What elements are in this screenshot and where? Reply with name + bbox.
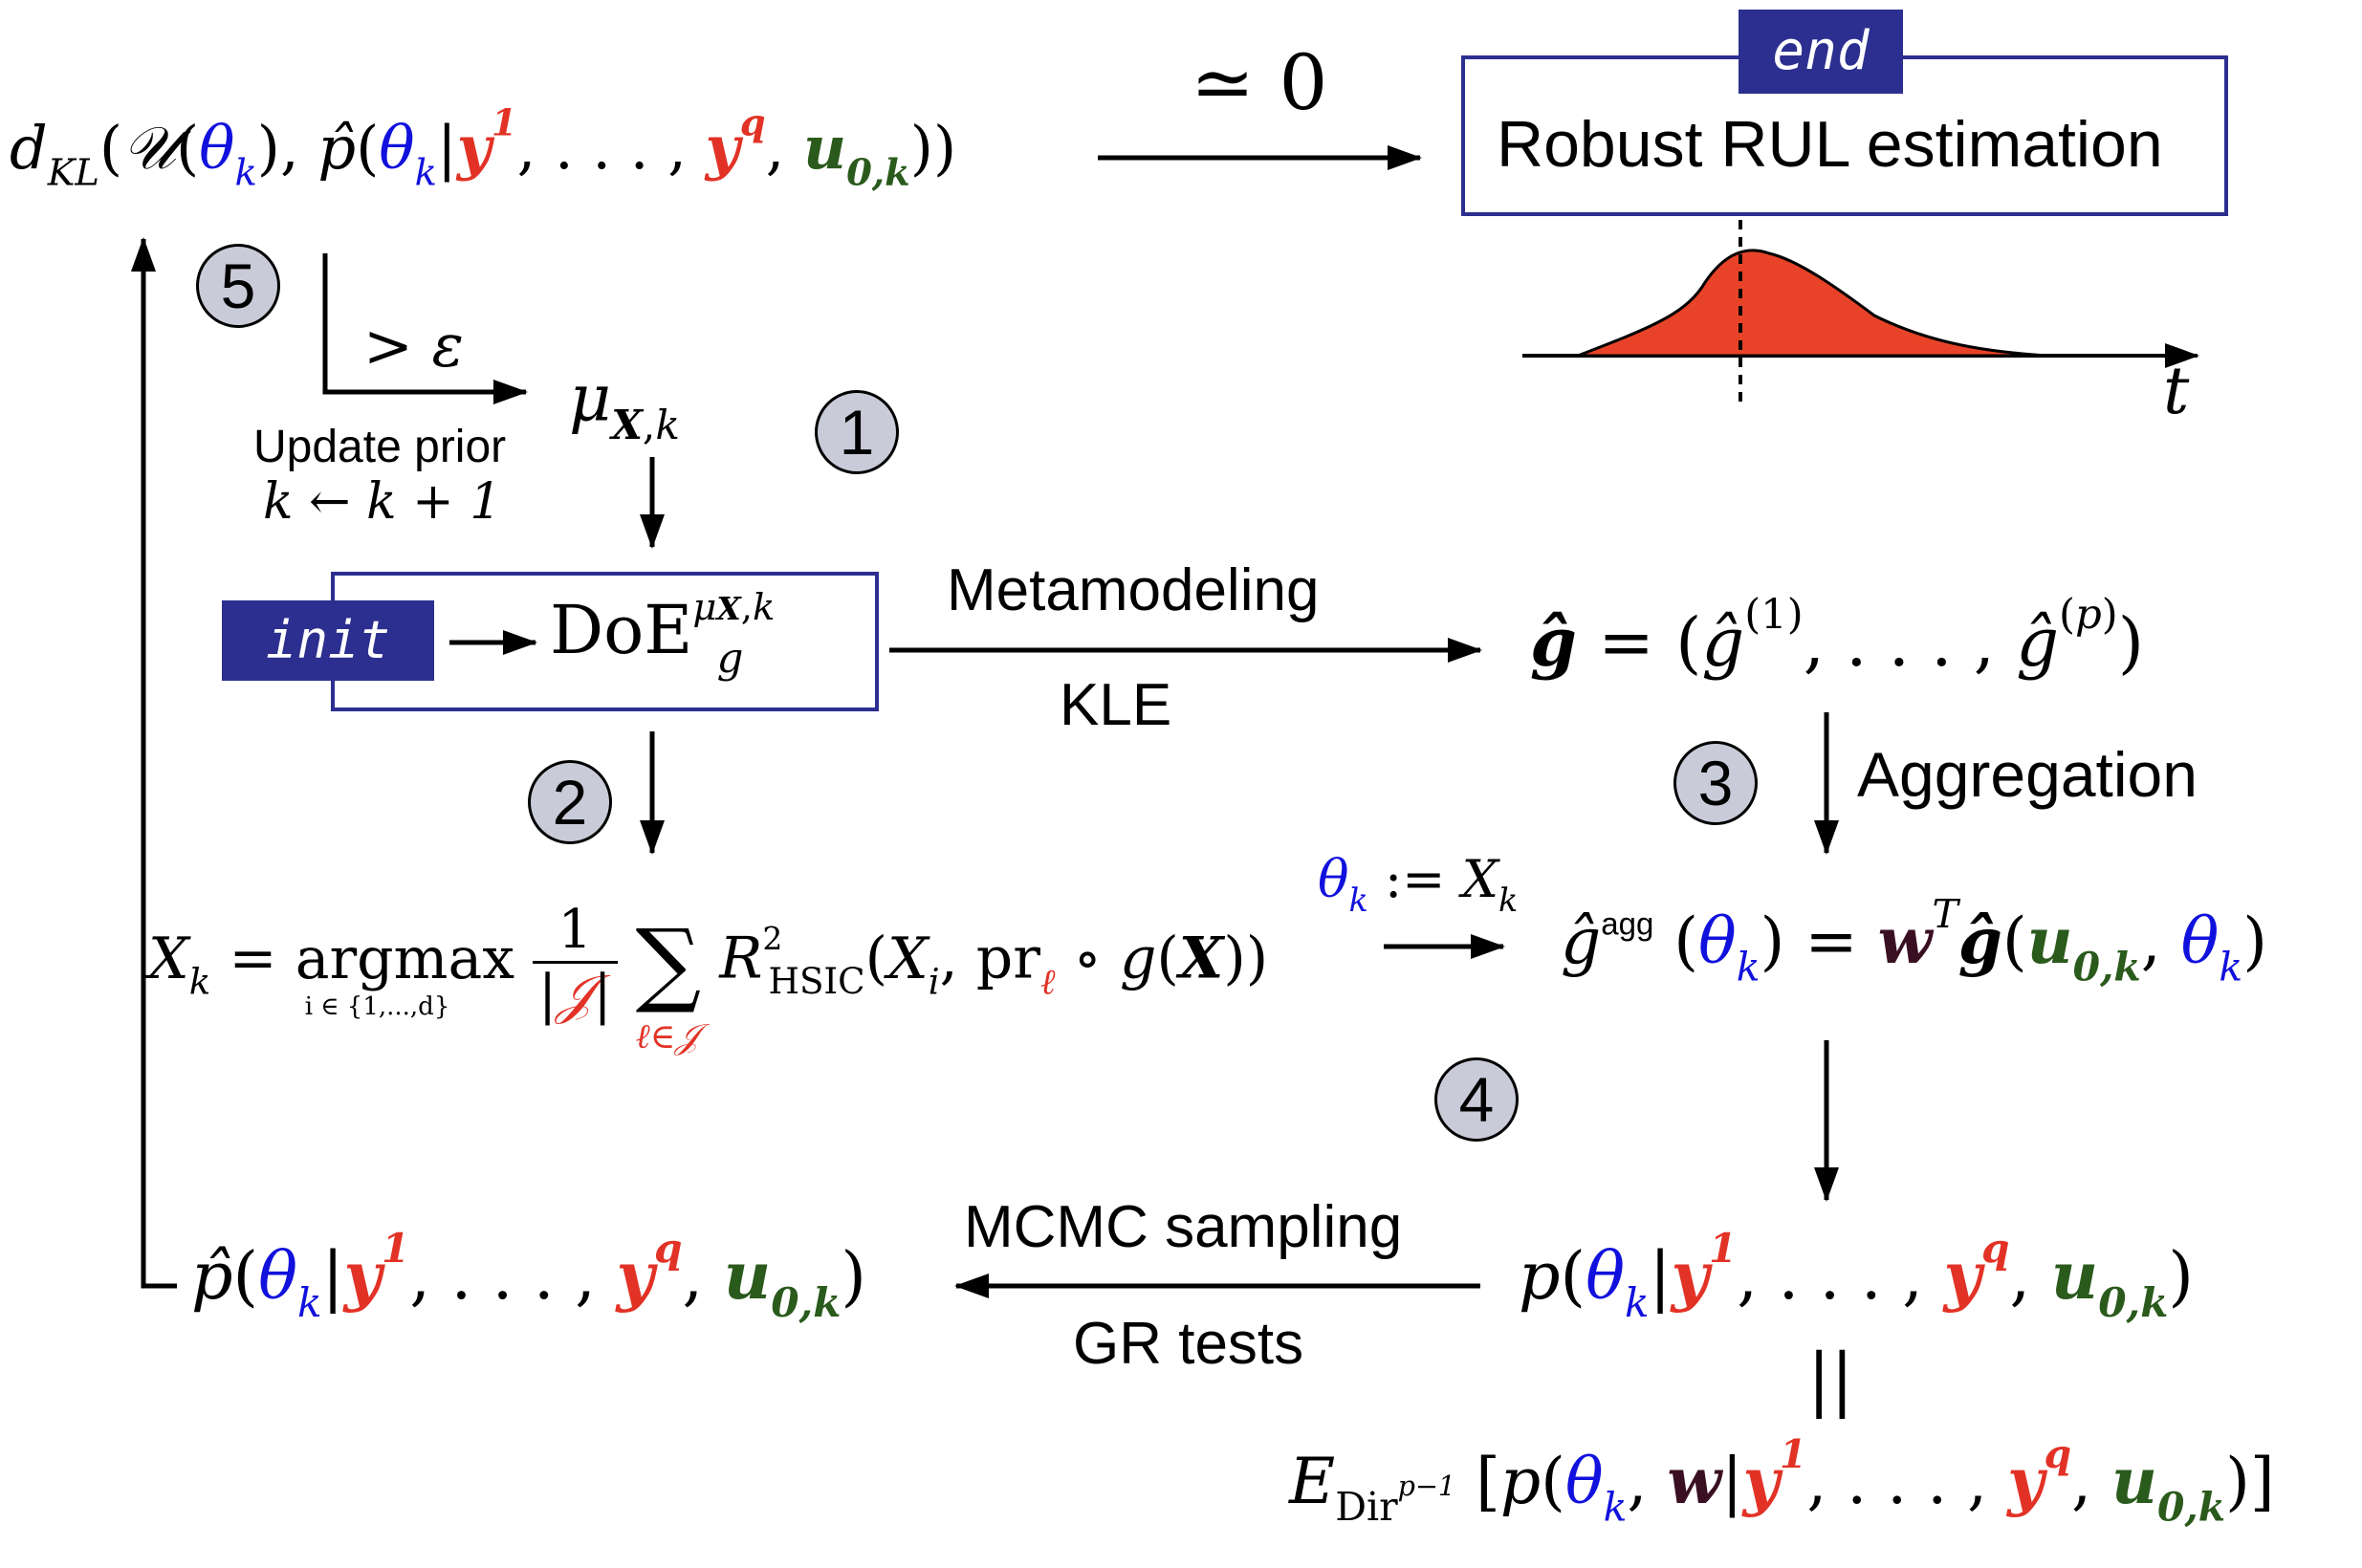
assignment-label: θk := Xk	[1318, 849, 1519, 920]
step-5-badge: 5	[196, 244, 280, 328]
step-3-badge: 3	[1673, 741, 1758, 825]
update-prior-title: Update prior	[253, 422, 507, 472]
surrogate-vector-expression: ĝ = (ĝ(1), . . . , ĝ(p))	[1530, 590, 2144, 682]
input-selection-expression: Xk = argmax i ∈ {1,...,d} 1 |𝒥| ∑ ℓ∈𝒥 R2HSI…	[148, 899, 1269, 1056]
arrow-threshold-elbow	[322, 253, 528, 404]
robust-rul-label: Robust RUL estimation	[1497, 108, 2163, 181]
edge-label-aggregation: Aggregation	[1857, 739, 2198, 810]
step-4-badge: 4	[1434, 1057, 1519, 1142]
update-prior-rule: k ← k + 1	[263, 473, 502, 531]
approx-zero-label: ≃ 0	[1191, 38, 1328, 127]
posterior-expression: p(θk|y1, . . . , yq, u0,k)	[1519, 1224, 2194, 1326]
estimated-posterior-expression: p̂(θk|y1, . . . , yq, u0,k)	[191, 1224, 866, 1326]
rul-density-curve	[1577, 249, 2047, 358]
aggregated-surrogate-expression: ĝagg (θk) = wTĝ(u0,k, θk)	[1561, 891, 2267, 991]
agg-superscript: agg	[1601, 905, 1654, 942]
init-tag: init	[222, 600, 434, 681]
end-tag: end	[1739, 10, 1903, 94]
dirichlet-expectation-expression: EDirp−1 [p(θk, w|y1, . . . , yq, u0,k)]	[1289, 1431, 2275, 1531]
step-1-badge: 1	[815, 390, 899, 474]
edge-label-metamodeling: Metamodeling	[947, 557, 1320, 623]
edge-label-mcmc: MCMC sampling	[964, 1194, 1403, 1260]
sum-subscript: ℓ∈𝒥	[635, 1017, 700, 1056]
kl-divergence-expression: dKL(𝒰(θk), p̂(θk|y1, . . . , yq, u0,k))	[10, 101, 957, 195]
time-axis-label: t	[2163, 354, 2190, 429]
step-2-badge: 2	[528, 760, 612, 844]
edge-label-gr-tests: GR tests	[1073, 1311, 1304, 1377]
prior-mean-symbol: μX,k	[569, 361, 680, 448]
arrow-feedback-loop	[131, 237, 177, 1289]
equality-symbol: ||	[1807, 1339, 1854, 1419]
threshold-label: > ε	[363, 311, 464, 381]
argmax-subscript: i ∈ {1,...,d}	[304, 991, 450, 1021]
doe-expression: DoEμX,kg	[550, 586, 776, 683]
edge-label-kle: KLE	[1060, 672, 1172, 738]
